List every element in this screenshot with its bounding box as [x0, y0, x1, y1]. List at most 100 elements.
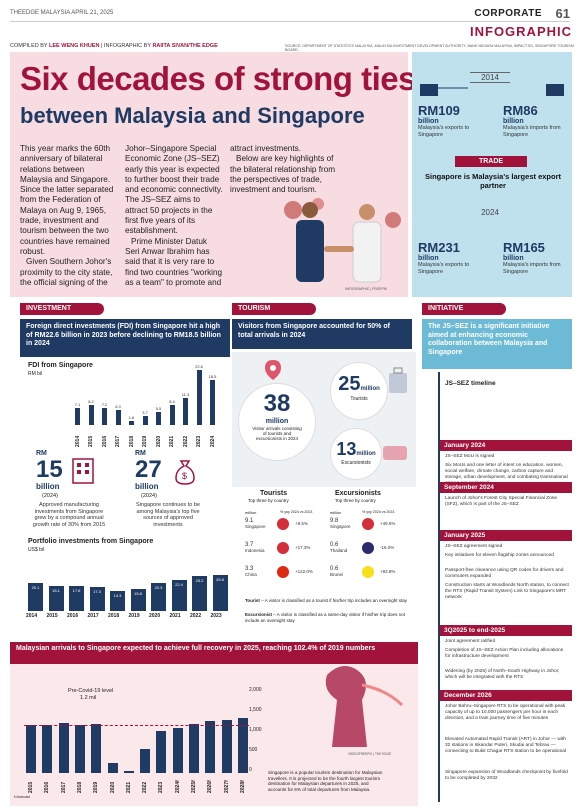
excursionists-col-million: million	[330, 510, 342, 515]
chart-bar	[140, 749, 151, 773]
chart-tick-label: 2020	[149, 613, 161, 619]
merlion-illustration	[325, 666, 404, 747]
chart-bar	[123, 771, 134, 773]
chart-data-label: 3.7	[142, 410, 148, 416]
chart-data-label: 11.3	[181, 391, 190, 397]
timeline-item: Singapore expansion of Woodlands checkpo…	[445, 770, 568, 781]
timeline-item: Passport-free clearance using QR codes f…	[445, 568, 564, 579]
chart-bar	[115, 409, 121, 425]
initiative-band: The JS–SEZ is a significant initiative a…	[422, 319, 572, 369]
chart-tick-label: 2023	[196, 435, 202, 447]
chart-tick-label: 2021	[125, 781, 132, 793]
trade-panel	[412, 52, 572, 297]
chart-tick-label: 2016	[67, 613, 79, 619]
chart-bar	[110, 590, 125, 611]
imports-2014: RM86 billion Malaysia's imports from Sin…	[503, 103, 561, 138]
chart-bar	[89, 586, 105, 611]
flag-icon	[362, 566, 374, 578]
svg-text:$: $	[182, 471, 187, 481]
exports-2014: RM109 billion Malaysia's exports to Sing…	[418, 103, 470, 138]
chart-tick-label: 2026f	[207, 780, 214, 793]
handshake-illustration	[284, 198, 401, 283]
flag-icon	[362, 542, 374, 554]
chart-bar	[212, 574, 228, 611]
timeline-item: Key initiatives for eleven flagship zone…	[445, 553, 554, 558]
chart-tick-label: 2019	[142, 435, 148, 447]
flag-icon	[277, 566, 289, 578]
chart-tick-label: 2024	[209, 435, 216, 447]
chart-data-label: 8.4	[169, 398, 175, 404]
chart-tick-label: 2021	[169, 613, 181, 619]
chart-tick-label: 2018	[76, 781, 83, 793]
stat2-unit: billion	[135, 482, 159, 491]
portfolio-chart: 20.1 2014 18.1 2015 17.6 2016 17.3 2017 14.3 2018…	[20, 553, 235, 633]
excursionists-col-change: % yoy 2024 vs 2023	[362, 510, 395, 514]
chart-bar	[91, 723, 102, 773]
timeline-title: JS–SEZ timeline	[445, 380, 496, 387]
sources: SOURCE: DEPARTMENT OF STATISTICS MALAYSI…	[285, 44, 574, 52]
stat1-year: (2024)	[42, 493, 58, 499]
investment-header: INVESTMENT	[20, 303, 104, 315]
arrivals-note: Singapore is a popular tourism destinati…	[268, 770, 383, 792]
chart-tick-label: 2017	[115, 435, 121, 447]
timeline-item: Construction starts at Woodlands North s…	[445, 583, 569, 600]
table-row-change: -16.0%	[380, 545, 395, 550]
fdi-title: FDI from Singapore	[28, 362, 93, 369]
table-row-value: 0.6 Thailand	[330, 542, 348, 553]
chart-ytick-label: 1,500	[249, 707, 262, 713]
excursionist-definition: Excursionist – A visitor is classified a…	[245, 612, 405, 623]
chart-data-label: 17.6	[72, 588, 81, 594]
chart-bar	[74, 725, 85, 773]
stat2-year: (2024)	[141, 493, 157, 499]
chart-bar	[221, 719, 232, 773]
chart-bar	[196, 370, 202, 425]
precovid-label: Pre-Covid-19 level	[68, 688, 114, 694]
table-row-value: 9.1 Singapore	[245, 518, 266, 529]
chart-tick-label: 2019	[128, 613, 140, 619]
portfolio-title: Portfolio investments from Singapore	[28, 538, 154, 545]
timeline-date: January 2025	[440, 530, 572, 541]
chart-tick-label: 2016	[44, 781, 51, 793]
chart-bar	[69, 586, 84, 611]
chart-ytick-label: 500	[249, 747, 258, 753]
chart-tick-label: 2018	[108, 613, 120, 619]
tourist-definition: Tourist – A visitor is classified as a t…	[245, 598, 407, 603]
arrivals-footnote: f=forecast	[14, 795, 30, 799]
chart-data-label: 22.6	[195, 364, 203, 370]
arrivals-photo-credit: VIDEO/FREEPIK | THE EDGE	[348, 752, 392, 756]
stat1-value: 15	[36, 456, 63, 483]
table-row-value: 3.3 China	[245, 566, 257, 577]
chart-data-label: 18.5	[208, 374, 217, 380]
chart-data-label: 8.2	[88, 399, 94, 405]
chart-bar	[237, 718, 248, 773]
chart-tick-label: 2022	[142, 781, 149, 793]
chart-tick-label: 2023	[210, 613, 222, 619]
timeline-item: Launch of Johor's Forest City Special Fi…	[445, 496, 558, 507]
tourists-circle: 25million Tourists	[330, 362, 388, 420]
chart-tick-label: 2016	[101, 435, 108, 447]
top-bar: THEEDGE MALAYSIA APRIL 21, 2025 CORPORAT…	[10, 6, 570, 22]
chart-data-label: 6.3	[115, 403, 121, 409]
timeline-item: Completion of JS–SEZ Action Plan includi…	[445, 648, 564, 659]
credits: COMPILED BY LEE WENG KHUEN | INFOGRAPHIC…	[10, 43, 218, 49]
sub-title: between Malaysia and Singapore	[20, 103, 365, 128]
chart-bar	[130, 588, 146, 611]
page-number: 61	[555, 6, 570, 21]
chart-data-label: 14.3	[113, 592, 122, 598]
chart-data-label: 1.6	[128, 415, 135, 421]
building-icon	[72, 458, 94, 484]
chart-bar	[156, 411, 161, 425]
timeline-item: JS–SEZ agreement signed	[445, 544, 503, 549]
stat2-prefix: RM	[135, 450, 146, 457]
stat1-note: Approved manufacturing investments from …	[32, 502, 106, 528]
trade-header: TRADE	[455, 156, 527, 167]
arrivals-chart: 2015 2016 2017 2018 2019 2020 2021 2022 2023 2024…	[14, 666, 264, 796]
tourism-header: TOURISM	[232, 303, 316, 315]
chart-data-label: 25.2	[195, 577, 204, 583]
stat1-unit: billion	[36, 482, 60, 491]
intro-column-3: attract investments. Below are key highl…	[230, 144, 336, 195]
hero-photo-credit: INFOGRAPHIC | FREEPIK	[345, 287, 388, 291]
section-name: CORPORATE	[474, 8, 542, 19]
tourists-table-sub: Top three by country	[248, 498, 289, 503]
chart-tick-label: 2023	[158, 781, 165, 793]
